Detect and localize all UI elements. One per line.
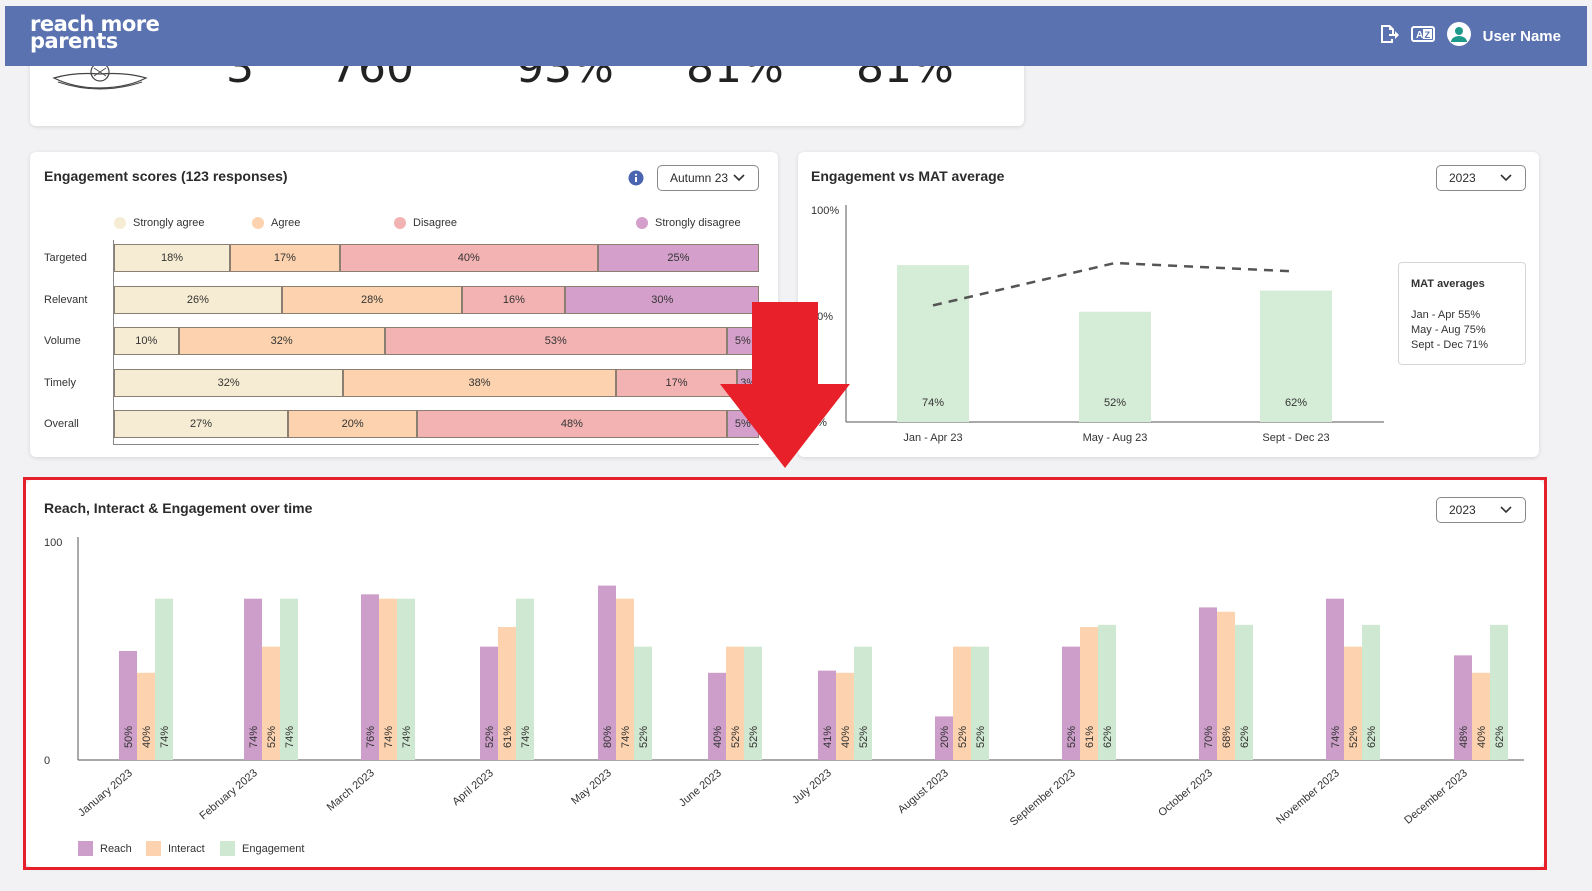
bar-segment: 53% [384, 327, 727, 355]
bar-segment: 38% [343, 369, 616, 397]
mat-averages-title: MAT averages [1411, 278, 1485, 290]
logo-text-line2: parents [30, 29, 118, 53]
bar-segment: 17% [615, 369, 738, 397]
user-name[interactable]: User Name [1482, 28, 1561, 45]
stacked-bar-targeted: 18% 17% 40% 25% [114, 244, 759, 272]
over-time-title: Reach, Interact & Engagement over time [44, 500, 313, 516]
app-logo[interactable]: reach more parents [30, 12, 160, 53]
legend-reach: Reach [78, 841, 132, 856]
info-icon[interactable] [628, 170, 644, 191]
legend-disagree: Disagree [394, 217, 457, 229]
mat-averages-box: MAT averages Jan - Apr 55% May - Aug 75%… [1398, 262, 1526, 365]
bar-segment: 32% [114, 369, 344, 397]
row-label-relevant: Relevant [44, 294, 88, 306]
mat-average-line: May - Aug 75% [1411, 324, 1486, 336]
over-time-year-select[interactable]: 2023 [1436, 497, 1526, 523]
row-label-overall: Overall [44, 418, 79, 430]
red-arrow-icon [720, 302, 850, 468]
bar-segment: 25% [597, 244, 759, 272]
bar-segment: 32% [178, 327, 385, 355]
bar-segment: 30% [565, 286, 759, 314]
mat-year-select-value: 2023 [1449, 171, 1476, 185]
mat-average-line: Jan - Apr 55% [1411, 309, 1481, 321]
bar-segment: 40% [339, 244, 598, 272]
svg-text:A: A [1416, 30, 1423, 41]
row-label-volume: Volume [44, 335, 81, 347]
row-label-timely: Timely [44, 377, 76, 389]
stack-axis-line [113, 240, 114, 444]
logo-text-line1: reach more [30, 12, 160, 36]
bar-segment: 18% [114, 244, 231, 272]
bar-segment: 16% [462, 286, 566, 314]
bar-segment: 28% [281, 286, 463, 314]
chevron-down-icon [732, 171, 746, 188]
stack-baseline [113, 444, 759, 445]
term-select-value: Autumn 23 [670, 171, 729, 185]
legend-strongly-disagree: Strongly disagree [636, 217, 741, 229]
bar-segment: 27% [114, 410, 289, 438]
logout-icon[interactable] [1377, 23, 1399, 50]
engagement-scores-title: Engagement scores (123 responses) [44, 168, 288, 184]
chevron-down-icon [1499, 503, 1513, 520]
bar-segment: 17% [230, 244, 340, 272]
over-time-year-select-value: 2023 [1449, 503, 1476, 517]
mat-year-select[interactable]: 2023 [1436, 165, 1526, 191]
bar-segment: 48% [417, 410, 727, 438]
legend-interact: Interact [146, 841, 205, 856]
engagement-vs-mat-title: Engagement vs MAT average [811, 168, 1005, 184]
user-avatar-icon[interactable] [1446, 22, 1471, 51]
legend-engagement: Engagement [220, 841, 304, 856]
over-time-card [26, 480, 1544, 867]
term-select[interactable]: Autumn 23 [657, 165, 759, 191]
legend-strongly-agree: Strongly agree [114, 217, 205, 229]
legend-agree: Agree [252, 217, 300, 229]
bar-segment: 26% [114, 286, 282, 314]
row-label-targeted: Targeted [44, 252, 87, 264]
chevron-down-icon [1499, 171, 1513, 188]
stacked-bar-overall: 27% 20% 48% 5% [114, 410, 759, 438]
stacked-bar-volume: 10% 32% 53% 5% [114, 327, 759, 355]
bar-segment: 10% [114, 327, 179, 355]
svg-text:Z: Z [1424, 30, 1430, 40]
mat-average-line: Sept - Dec 71% [1411, 339, 1489, 351]
bar-segment: 20% [288, 410, 418, 438]
stacked-bar-timely: 32% 38% 17% 3% [114, 369, 759, 397]
stacked-bar-relevant: 26% 28% 16% 30% [114, 286, 759, 314]
